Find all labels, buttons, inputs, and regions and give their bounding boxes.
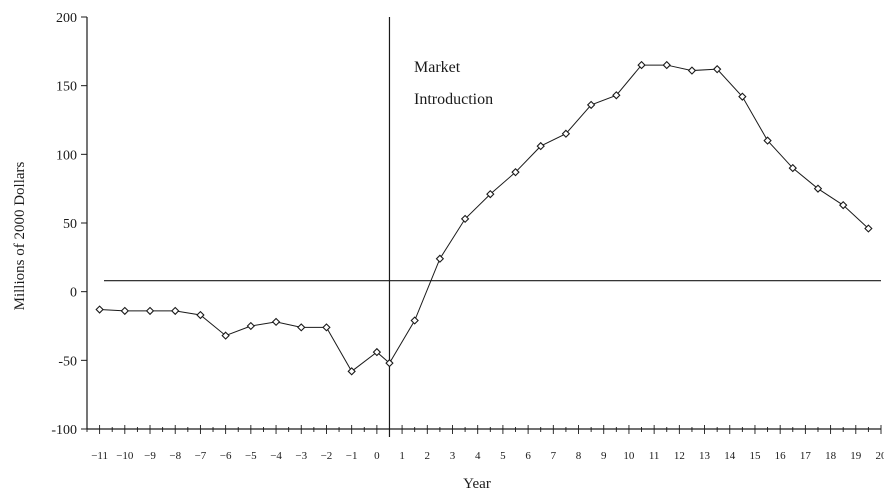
data-point [322, 323, 331, 332]
x-tick-label: 19 [850, 450, 862, 462]
data-point [864, 224, 873, 233]
x-tick-label: 9 [601, 450, 607, 462]
x-tick-label: −11 [91, 450, 108, 462]
data-point [586, 100, 596, 110]
data-point [372, 347, 382, 357]
data-point [486, 189, 495, 199]
x-tick-label: −8 [169, 450, 181, 462]
x-tick-label: 18 [825, 450, 837, 462]
x-tick-label: −1 [346, 450, 358, 462]
data-point [763, 136, 772, 145]
data-point [347, 367, 356, 376]
x-tick-label: 20 [876, 450, 884, 462]
x-tick-label: 10 [623, 450, 635, 462]
y-tick-label: 100 [56, 148, 77, 163]
data-point [561, 129, 571, 138]
data-point [95, 305, 104, 314]
x-tick-label: 17 [800, 450, 812, 462]
y-tick-label: 50 [63, 217, 77, 232]
x-tick-label: 8 [576, 450, 582, 462]
market-introduction-label-line1: Market [414, 59, 461, 76]
data-point [612, 91, 621, 100]
y-tick-label: 200 [56, 11, 77, 26]
data-point [196, 310, 205, 320]
data-point [246, 321, 256, 331]
data-point [839, 200, 848, 210]
series-line [99, 64, 869, 373]
x-tick-label: 15 [749, 450, 761, 462]
market-introduction-label-line2: Introduction [414, 91, 493, 108]
x-tick-label: 6 [525, 450, 531, 462]
reference-line-layer [104, 17, 881, 437]
data-point [171, 306, 180, 316]
x-tick-label: 16 [775, 450, 787, 462]
x-tick-label: 14 [724, 450, 736, 462]
x-tick-label: 5 [500, 450, 506, 462]
data-point [511, 168, 520, 177]
y-tick-label: -50 [58, 354, 77, 369]
x-tick-label: 2 [425, 450, 431, 462]
y-tick-label: 150 [56, 80, 77, 95]
y-tick-label: -100 [51, 423, 77, 438]
y-tick-label: 0 [70, 286, 77, 301]
x-tick-label: −2 [321, 450, 333, 462]
x-tick-label: −7 [195, 450, 207, 462]
data-point [410, 316, 419, 325]
data-point [536, 141, 545, 151]
x-tick-label: 11 [649, 450, 660, 462]
data-point [145, 306, 155, 316]
data-point [435, 254, 445, 263]
data-point [738, 92, 747, 101]
data-point [271, 317, 281, 327]
data-point [813, 184, 823, 193]
series-layer [95, 60, 873, 376]
x-tick-label: 4 [475, 450, 481, 462]
data-point [221, 331, 230, 340]
data-point [662, 60, 671, 70]
x-tick-label: 13 [699, 450, 711, 462]
x-tick-label: −10 [116, 450, 134, 462]
data-point [788, 163, 797, 173]
data-point [297, 323, 306, 332]
x-tick-label: −5 [245, 450, 257, 462]
x-tick-label: 7 [551, 450, 557, 462]
x-tick-label: −4 [270, 450, 282, 462]
x-axis-label: Year [463, 476, 491, 492]
data-point [637, 60, 646, 70]
data-point [687, 66, 697, 75]
data-point [120, 306, 129, 316]
x-tick-label: 3 [450, 450, 456, 462]
data-point [712, 65, 722, 74]
data-point [385, 358, 394, 368]
y-axis-label: Millions of 2000 Dollars [12, 161, 28, 310]
x-tick-label: −3 [295, 450, 307, 462]
data-point [460, 214, 470, 224]
x-tick-label: 0 [374, 450, 380, 462]
x-tick-label: 1 [399, 450, 405, 462]
x-tick-label: −9 [144, 450, 156, 462]
x-tick-label: −6 [220, 450, 232, 462]
x-tick-label: 12 [674, 450, 685, 462]
